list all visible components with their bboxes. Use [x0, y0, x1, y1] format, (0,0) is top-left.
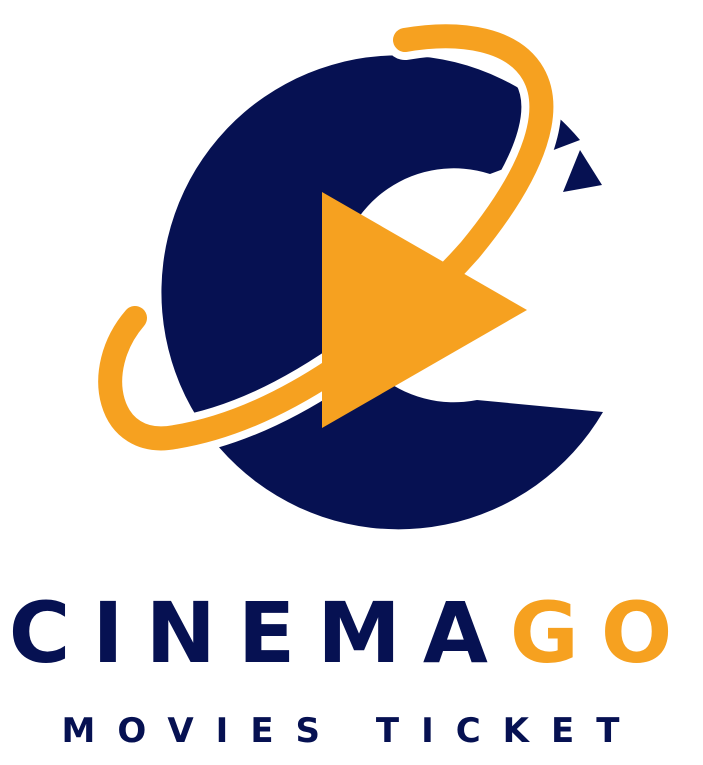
play-icon — [322, 192, 527, 428]
cinemago-logo-icon — [98, 24, 603, 530]
brand-name-accent: GO — [509, 584, 695, 682]
brand-tagline: MOVIES TICKET — [61, 711, 642, 751]
c-terminal-accent — [563, 150, 602, 192]
brand-name-primary: CINEMA — [8, 584, 510, 682]
brand-wordmark: CINEMAGO — [0, 583, 703, 683]
